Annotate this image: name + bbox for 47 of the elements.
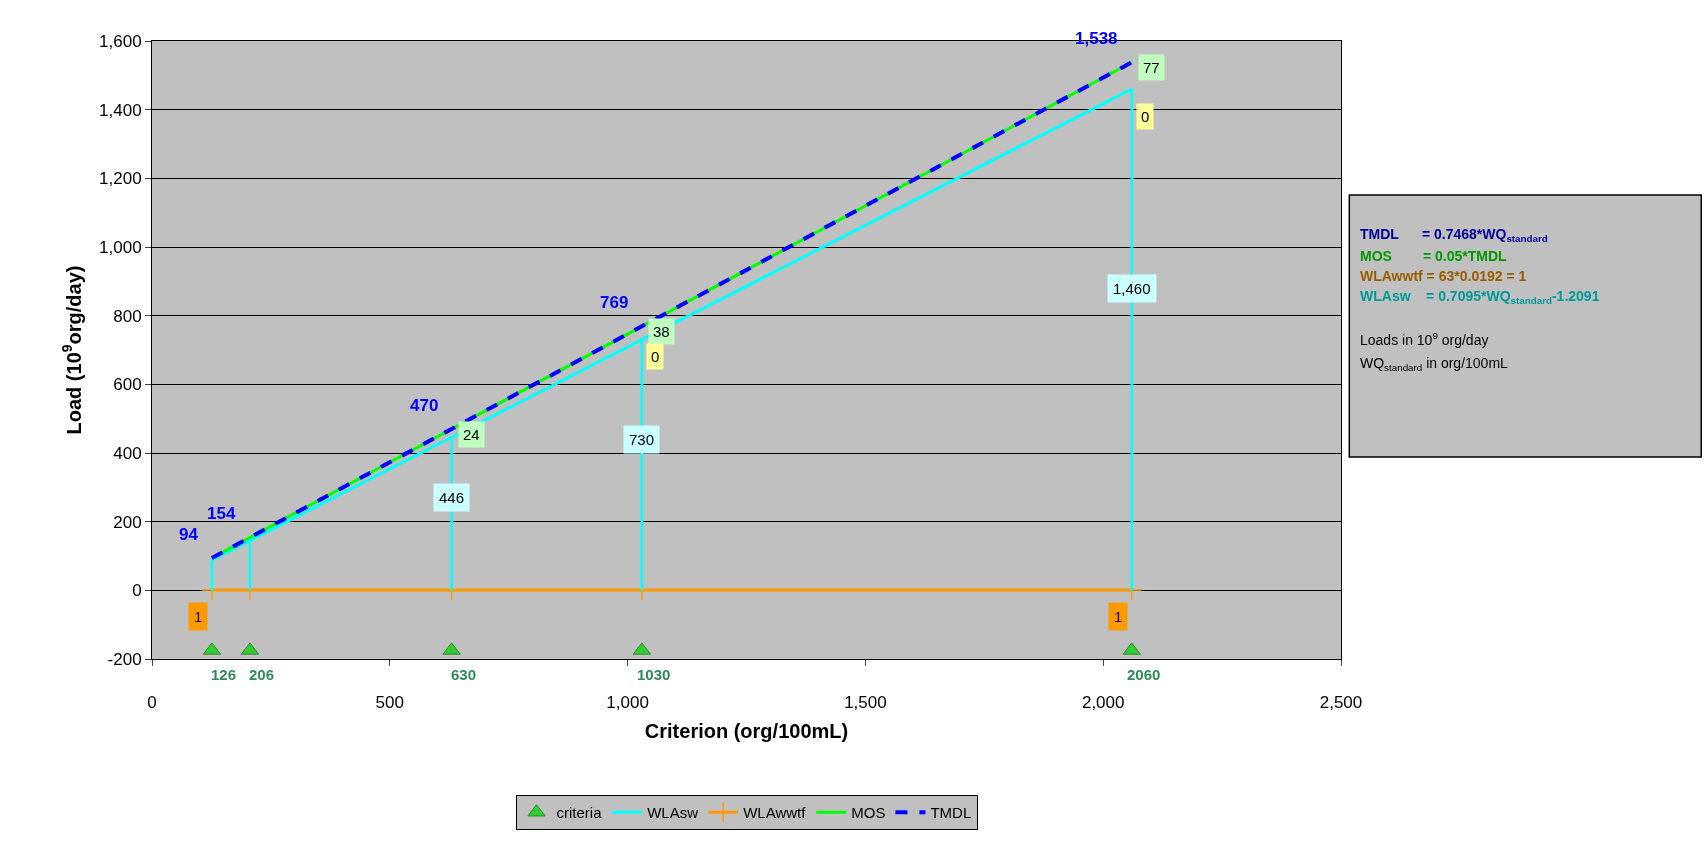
annotation: 0 (651, 348, 660, 365)
y-tick-label: 0 (132, 581, 142, 601)
x-tick-label: 2,500 (1319, 693, 1363, 713)
y-tick-label: -200 (107, 649, 142, 669)
annotation: 38 (653, 323, 670, 340)
y-tick-label: 800 (113, 306, 142, 326)
data-label: 154 (207, 504, 236, 523)
data-label: 470 (410, 396, 439, 415)
annotation: 446 (439, 489, 465, 506)
annotation: 1030 (637, 666, 671, 683)
y-tick-label: 1,000 (99, 237, 142, 257)
annotation: 630 (451, 666, 477, 683)
data-label: 1 (1114, 608, 1123, 625)
legend-label: WLAsw (647, 804, 699, 822)
annotation: 730 (629, 431, 655, 448)
text: WQ$_{standard}$ in org/100mL (1360, 355, 1509, 373)
annotation: 206 (249, 666, 275, 683)
y-tick-label: 1,400 (99, 100, 142, 120)
data-label: 769 (600, 293, 629, 312)
text: WLAwwtf = 63*0.0192 = 1 (1360, 268, 1527, 284)
legend-label: WLAwwtf (743, 804, 807, 822)
data-label: 1 (194, 608, 203, 625)
annotation: 77 (1143, 59, 1160, 76)
annotation: 2060 (1127, 666, 1161, 683)
annotation: 24 (463, 426, 480, 443)
x-tick-label: 500 (375, 693, 404, 713)
text: Loads in 10$^{9}$ org/day (1360, 330, 1489, 348)
x-axis-title: Criterion (org/100mL) (644, 719, 849, 742)
y-tick-label: 1,600 (99, 31, 142, 51)
y-tick-label: 1,200 (99, 169, 142, 189)
y-tick-label: 200 (113, 512, 142, 532)
y-tick-label: 600 (113, 375, 142, 395)
data-label: 94 (179, 525, 199, 544)
x-tick-label: 0 (147, 693, 157, 713)
x-tick-label: 2,000 (1081, 693, 1125, 713)
annotation: 126 (211, 666, 237, 683)
annotation: 1,460 (1113, 280, 1151, 297)
annotation: 0 (1141, 108, 1150, 125)
text: TMDL = 0.7468*WQ$_{standard}$ (1360, 226, 1548, 244)
text: MOS = 0.05*TMDL (1360, 248, 1508, 264)
x-tick-label: 1,000 (606, 693, 649, 713)
legend-label: TMDL (930, 804, 972, 822)
legend-label: MOS (851, 804, 886, 822)
legend-label: criteria (556, 804, 603, 822)
y-tick-label: 400 (113, 443, 142, 463)
x-tick-label: 1,500 (844, 693, 887, 713)
text: WLAsw = 0.7095*WQ$_{standard}$-1.2091 (1360, 288, 1600, 306)
